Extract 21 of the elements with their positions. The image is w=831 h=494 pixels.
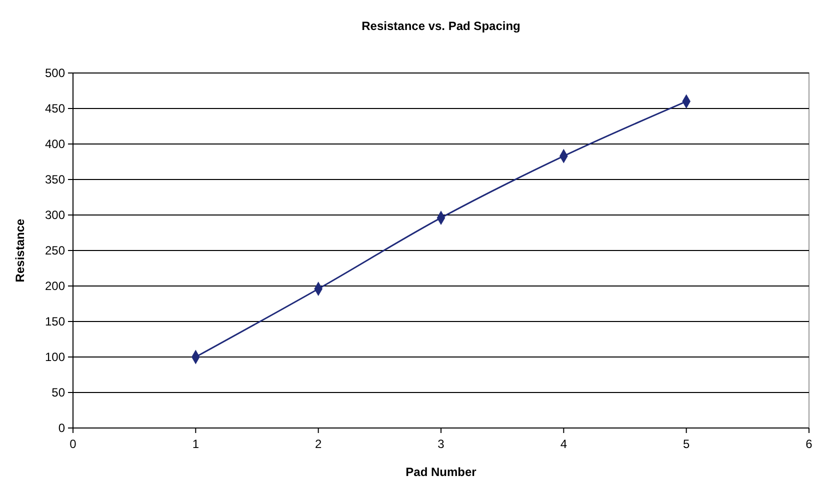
y-tick-label: 0 — [58, 421, 66, 436]
y-tick-label: 200 — [44, 279, 66, 294]
y-tick-label: 100 — [44, 350, 66, 364]
chart-title: Resistance vs. Pad Spacing — [362, 19, 520, 33]
y-tick-label: 250 — [44, 244, 66, 258]
x-tick-label: 0 — [70, 437, 77, 451]
y-tick-label: 450 — [44, 102, 66, 116]
y-tick-label: 50 — [52, 386, 66, 400]
x-axis-title: Pad Number — [406, 465, 477, 479]
x-tick-label: 4 — [560, 437, 568, 451]
x-tick-label: 1 — [192, 437, 200, 451]
y-tick-label: 400 — [44, 137, 66, 152]
x-tick-label: 5 — [682, 437, 690, 451]
x-tick-label: 3 — [438, 437, 445, 451]
y-tick-label: 300 — [44, 208, 66, 222]
y-tick-label: 500 — [44, 66, 66, 80]
y-tick-label: 350 — [44, 172, 66, 187]
x-tick-label: 2 — [314, 437, 322, 451]
y-tick-label: 150 — [44, 314, 66, 329]
y-axis-title: Resistance — [13, 218, 27, 282]
x-tick-label: 6 — [806, 437, 813, 451]
